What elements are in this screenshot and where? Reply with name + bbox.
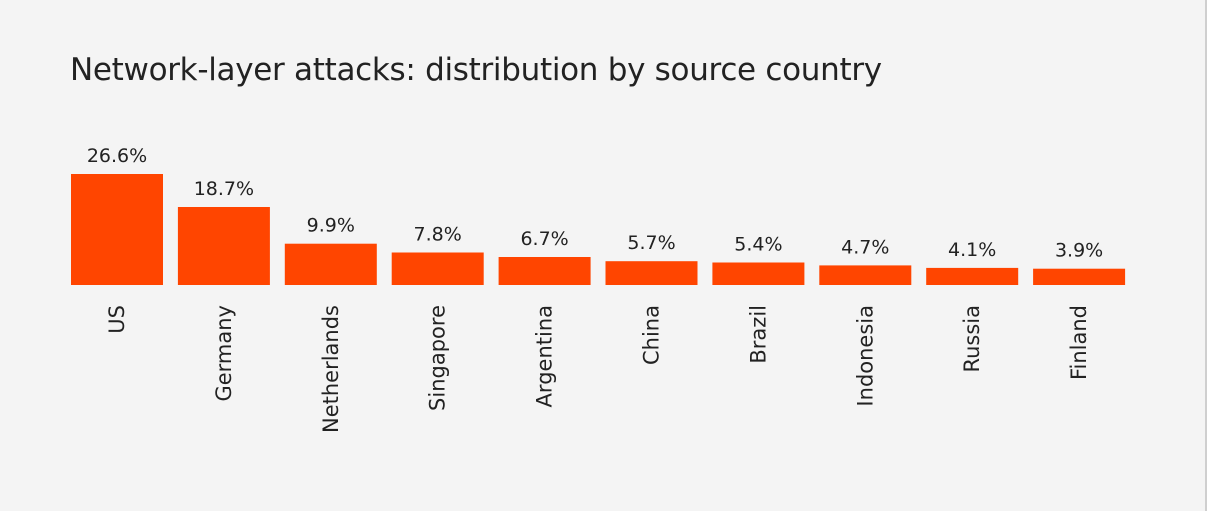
category-labels-layer: US Germany Netherlands Singapore Argentina Ch… bbox=[105, 305, 1091, 433]
category-label-russia: Russia bbox=[960, 305, 984, 373]
bar-us bbox=[71, 174, 163, 285]
bar-finland bbox=[1033, 268, 1126, 285]
category-label-singapore: Singapore bbox=[426, 305, 450, 411]
category-label-finland: Finland bbox=[1067, 305, 1091, 380]
category-label-germany: Germany bbox=[212, 305, 236, 402]
value-label-finland: 3.9% bbox=[1055, 240, 1103, 262]
bar-germany bbox=[177, 207, 270, 285]
value-labels-layer: 26.6% 18.7% 9.9% 7.8% 6.7% 5.7% 5.4% 4.7% 4.1% 3.… bbox=[87, 145, 1103, 262]
value-label-us: 26.6% bbox=[87, 145, 147, 167]
bar-russia bbox=[926, 267, 1019, 285]
value-label-singapore: 7.8% bbox=[414, 224, 462, 246]
category-label-brazil: Brazil bbox=[746, 305, 770, 364]
value-label-argentina: 6.7% bbox=[520, 228, 568, 250]
value-label-russia: 4.1% bbox=[948, 239, 996, 261]
bar-netherlands bbox=[284, 243, 377, 285]
value-label-netherlands: 9.9% bbox=[307, 215, 355, 237]
bar-argentina bbox=[498, 257, 591, 285]
bars-layer bbox=[71, 174, 1126, 285]
bar-indonesia bbox=[819, 265, 912, 285]
value-label-indonesia: 4.7% bbox=[841, 236, 889, 258]
value-label-germany: 18.7% bbox=[194, 178, 254, 200]
bar-singapore bbox=[391, 252, 484, 285]
category-label-china: China bbox=[640, 305, 664, 365]
category-label-netherlands: Netherlands bbox=[319, 305, 343, 433]
value-label-brazil: 5.4% bbox=[734, 234, 782, 256]
chart-title: Network-layer attacks: distribution by s… bbox=[70, 52, 882, 88]
value-label-china: 5.7% bbox=[627, 232, 675, 254]
bar-china bbox=[605, 261, 698, 285]
bar-brazil bbox=[712, 262, 805, 285]
category-label-indonesia: Indonesia bbox=[853, 305, 877, 407]
category-label-argentina: Argentina bbox=[533, 305, 557, 407]
category-label-us: US bbox=[105, 305, 129, 334]
